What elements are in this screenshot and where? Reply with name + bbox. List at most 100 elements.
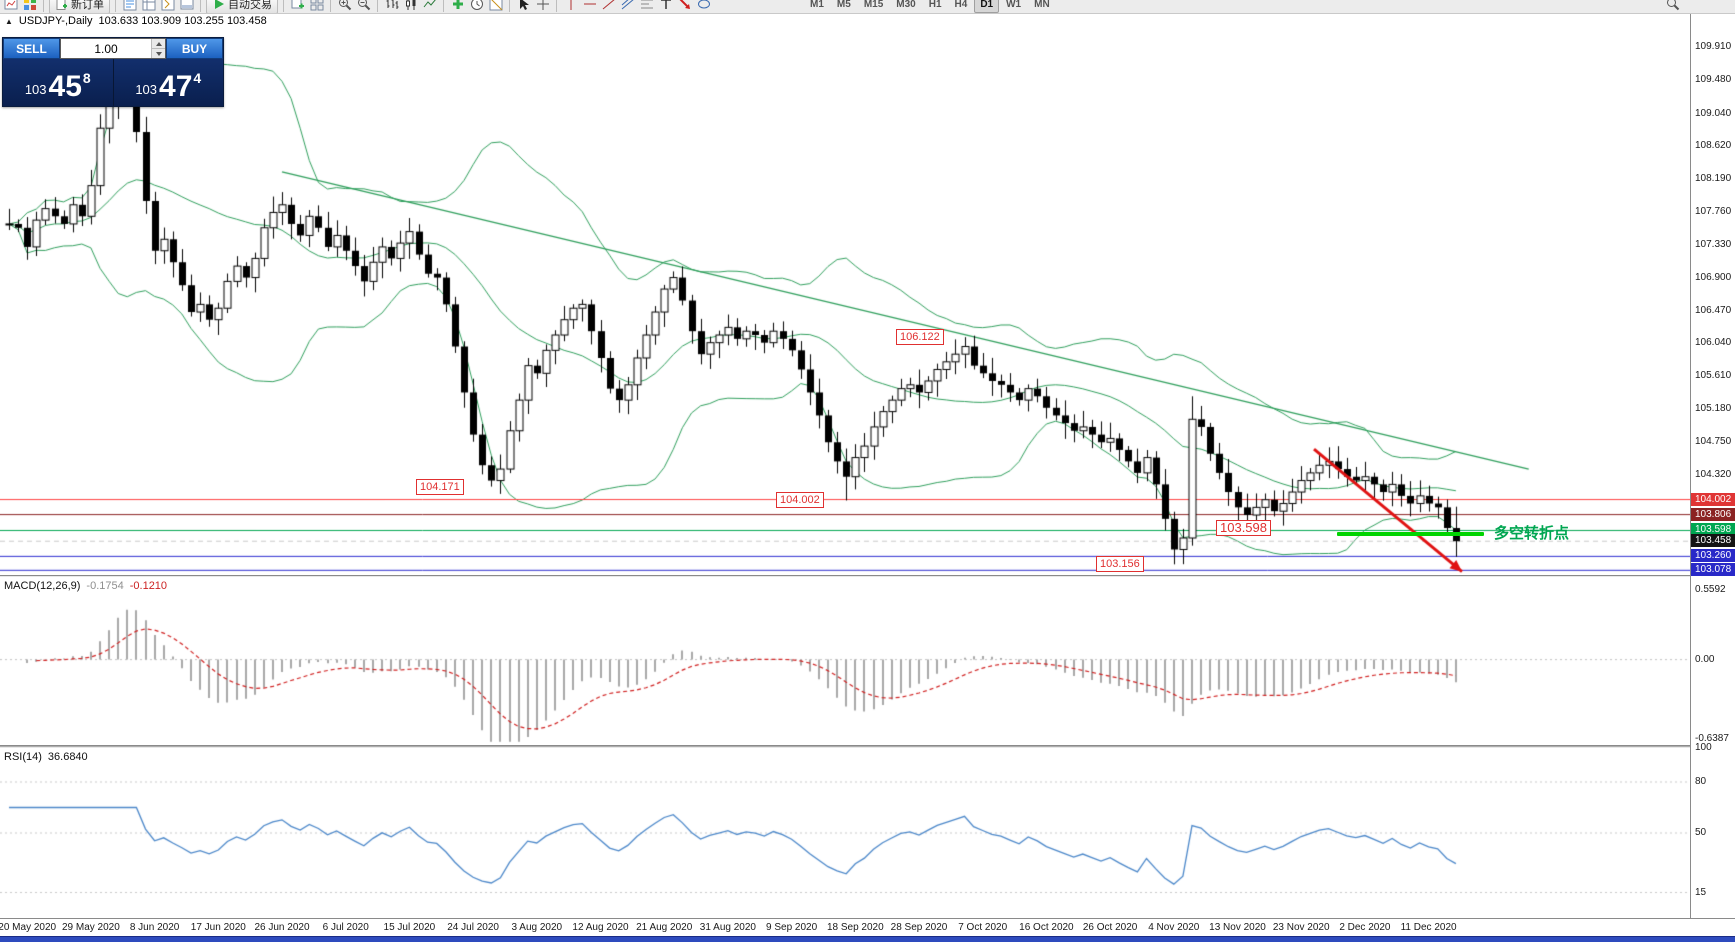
zoom-in-icon[interactable] — [336, 0, 353, 13]
timeframe-D1[interactable]: D1 — [974, 0, 1000, 13]
macd-scale-tick: 0.5592 — [1695, 584, 1726, 596]
tile-windows-icon[interactable] — [308, 0, 325, 13]
timeframe-M30[interactable]: M30 — [896, 0, 916, 10]
templates-icon[interactable] — [487, 0, 504, 13]
autotrading-label: 自动交易 — [228, 0, 272, 11]
new-order-icon — [55, 0, 68, 11]
price-tick: 105.610 — [1695, 370, 1732, 382]
timeframe-M5[interactable]: M5 — [836, 0, 851, 10]
macd-panel-canvas[interactable] — [0, 577, 1690, 745]
profiles-icon[interactable] — [21, 0, 38, 13]
price-tick: 106.470 — [1695, 304, 1732, 316]
toolbar-separator — [443, 0, 444, 12]
time-label: 18 Sep 2020 — [826, 922, 884, 933]
shapes-tool-icon[interactable] — [695, 0, 712, 13]
toolbar-row: 新订单 自动交易 — [2, 0, 1733, 13]
time-label: 28 Sep 2020 — [890, 922, 948, 933]
new-order-button[interactable]: 新订单 — [49, 0, 110, 13]
search-icon[interactable] — [1664, 0, 1681, 13]
macd-panel-separator[interactable] — [0, 575, 1735, 577]
macd-label: MACD(12,26,9) -0.1754 -0.1210 — [4, 580, 167, 592]
chart-ohlc-info: ▲ USDJPY-,Daily 103.633 103.909 103.255 … — [5, 15, 267, 27]
time-label: 15 Jul 2020 — [383, 922, 436, 933]
toolbar: 新订单 自动交易 — [0, 0, 1735, 14]
oneclick-toggle-icon[interactable]: ▲ — [5, 16, 13, 26]
timeframe-M1[interactable]: M1 — [810, 0, 824, 10]
time-label: 23 Nov 2020 — [1272, 922, 1330, 933]
volume-value[interactable]: 1.00 — [94, 41, 118, 56]
crosshair-icon[interactable] — [534, 0, 551, 13]
time-label: 26 Oct 2020 — [1082, 922, 1138, 933]
rsi-panel-canvas[interactable] — [0, 748, 1690, 918]
timeframe-H1[interactable]: H1 — [928, 0, 942, 10]
timeframe-H4[interactable]: H4 — [954, 0, 968, 10]
arrows-tool-icon[interactable] — [676, 0, 693, 13]
toolbar-separator — [200, 0, 201, 12]
time-axis-separator — [0, 918, 1735, 919]
time-axis[interactable]: 20 May 2020 29 May 2020 8 Jun 2020 17 Jun 2… — [0, 920, 1690, 936]
price-marker-103.078: 103.078 — [1691, 563, 1735, 577]
line-chart-type-icon[interactable] — [421, 0, 438, 13]
rsi-scale-tick: 80 — [1695, 776, 1707, 787]
volume-down-button[interactable] — [152, 48, 165, 58]
indicators-icon[interactable] — [449, 0, 466, 13]
volume-field[interactable]: 1.00 — [60, 38, 166, 59]
autotrading-button[interactable]: 自动交易 — [206, 0, 278, 13]
timeframe-M15[interactable]: M15 — [863, 0, 884, 10]
candlestick-chart-type-icon[interactable] — [402, 0, 419, 13]
vertical-line-tool-icon[interactable] — [562, 0, 579, 13]
navigator-icon[interactable] — [159, 0, 176, 13]
main-chart-canvas[interactable] — [0, 13, 1690, 575]
bar-chart-type-icon[interactable] — [383, 0, 400, 13]
time-label: 24 Jul 2020 — [447, 922, 499, 933]
terminal-icon[interactable] — [178, 0, 195, 13]
rsi-panel-separator[interactable] — [0, 745, 1735, 748]
price-scale[interactable]: 109.910 109.480 109.040 108.620 108.190 107.7… — [1690, 13, 1735, 918]
sell-price[interactable]: 103 45 8 — [3, 59, 113, 106]
symbol-period-label: USDJPY-,Daily — [18, 15, 93, 27]
sell-price-pips: 45 — [48, 70, 82, 103]
time-label: 31 Aug 2020 — [699, 922, 756, 933]
timeframe-MN[interactable]: MN — [1034, 0, 1050, 10]
buy-button[interactable]: BUY — [166, 38, 223, 59]
zoom-out-icon[interactable] — [355, 0, 372, 13]
sell-price-point: 8 — [82, 70, 91, 86]
rsi-value: 36.6840 — [47, 751, 88, 763]
price-tick: 107.330 — [1695, 238, 1732, 250]
trade-prices-row: 103 45 8 103 47 4 — [3, 59, 223, 106]
channel-tool-icon[interactable] — [619, 0, 636, 13]
periods-clock-icon[interactable] — [468, 0, 485, 13]
one-click-trading-widget: SELL 1.00 BUY 103 45 8 103 47 4 — [2, 37, 224, 107]
buy-price-point: 4 — [193, 70, 202, 86]
fibonacci-tool-icon[interactable] — [638, 0, 655, 13]
time-label: 2 Dec 2020 — [1339, 922, 1391, 933]
cursor-icon[interactable] — [515, 0, 532, 13]
volume-up-button[interactable] — [152, 39, 165, 48]
rsi-scale-tick: 100 — [1695, 742, 1712, 753]
text-tool-icon[interactable] — [657, 0, 674, 13]
trendline-tool-icon[interactable] — [600, 0, 617, 13]
spinner-up-icon — [155, 41, 162, 46]
timeframe-W1[interactable]: W1 — [1006, 0, 1022, 10]
price-marker-104.002: 104.002 — [1691, 492, 1735, 506]
time-label: 6 Jul 2020 — [322, 922, 369, 933]
rsi-scale-tick: 15 — [1695, 886, 1707, 898]
time-label: 16 Oct 2020 — [1019, 922, 1074, 933]
price-marker-103.260: 103.260 — [1691, 549, 1735, 563]
toolbar-separator — [283, 0, 284, 12]
new-chart-icon[interactable] — [289, 0, 306, 13]
price-tick: 109.480 — [1695, 73, 1732, 85]
chart-window-icon[interactable] — [2, 0, 19, 13]
buy-price-figure: 103 — [135, 82, 158, 97]
time-label: 29 May 2020 — [61, 922, 120, 933]
buy-price[interactable]: 103 47 4 — [112, 59, 224, 106]
horizontal-line-tool-icon[interactable] — [581, 0, 598, 13]
sell-button[interactable]: SELL — [3, 38, 60, 59]
price-marker-103.806: 103.806 — [1691, 507, 1735, 521]
market-watch-icon[interactable] — [121, 0, 138, 13]
data-window-icon[interactable] — [140, 0, 157, 13]
macd-scale-tick: 0.00 — [1695, 653, 1715, 665]
price-tick: 104.320 — [1695, 469, 1732, 481]
time-label: 17 Jun 2020 — [190, 922, 246, 933]
price-marker-103.598: 103.598 — [1691, 523, 1735, 537]
